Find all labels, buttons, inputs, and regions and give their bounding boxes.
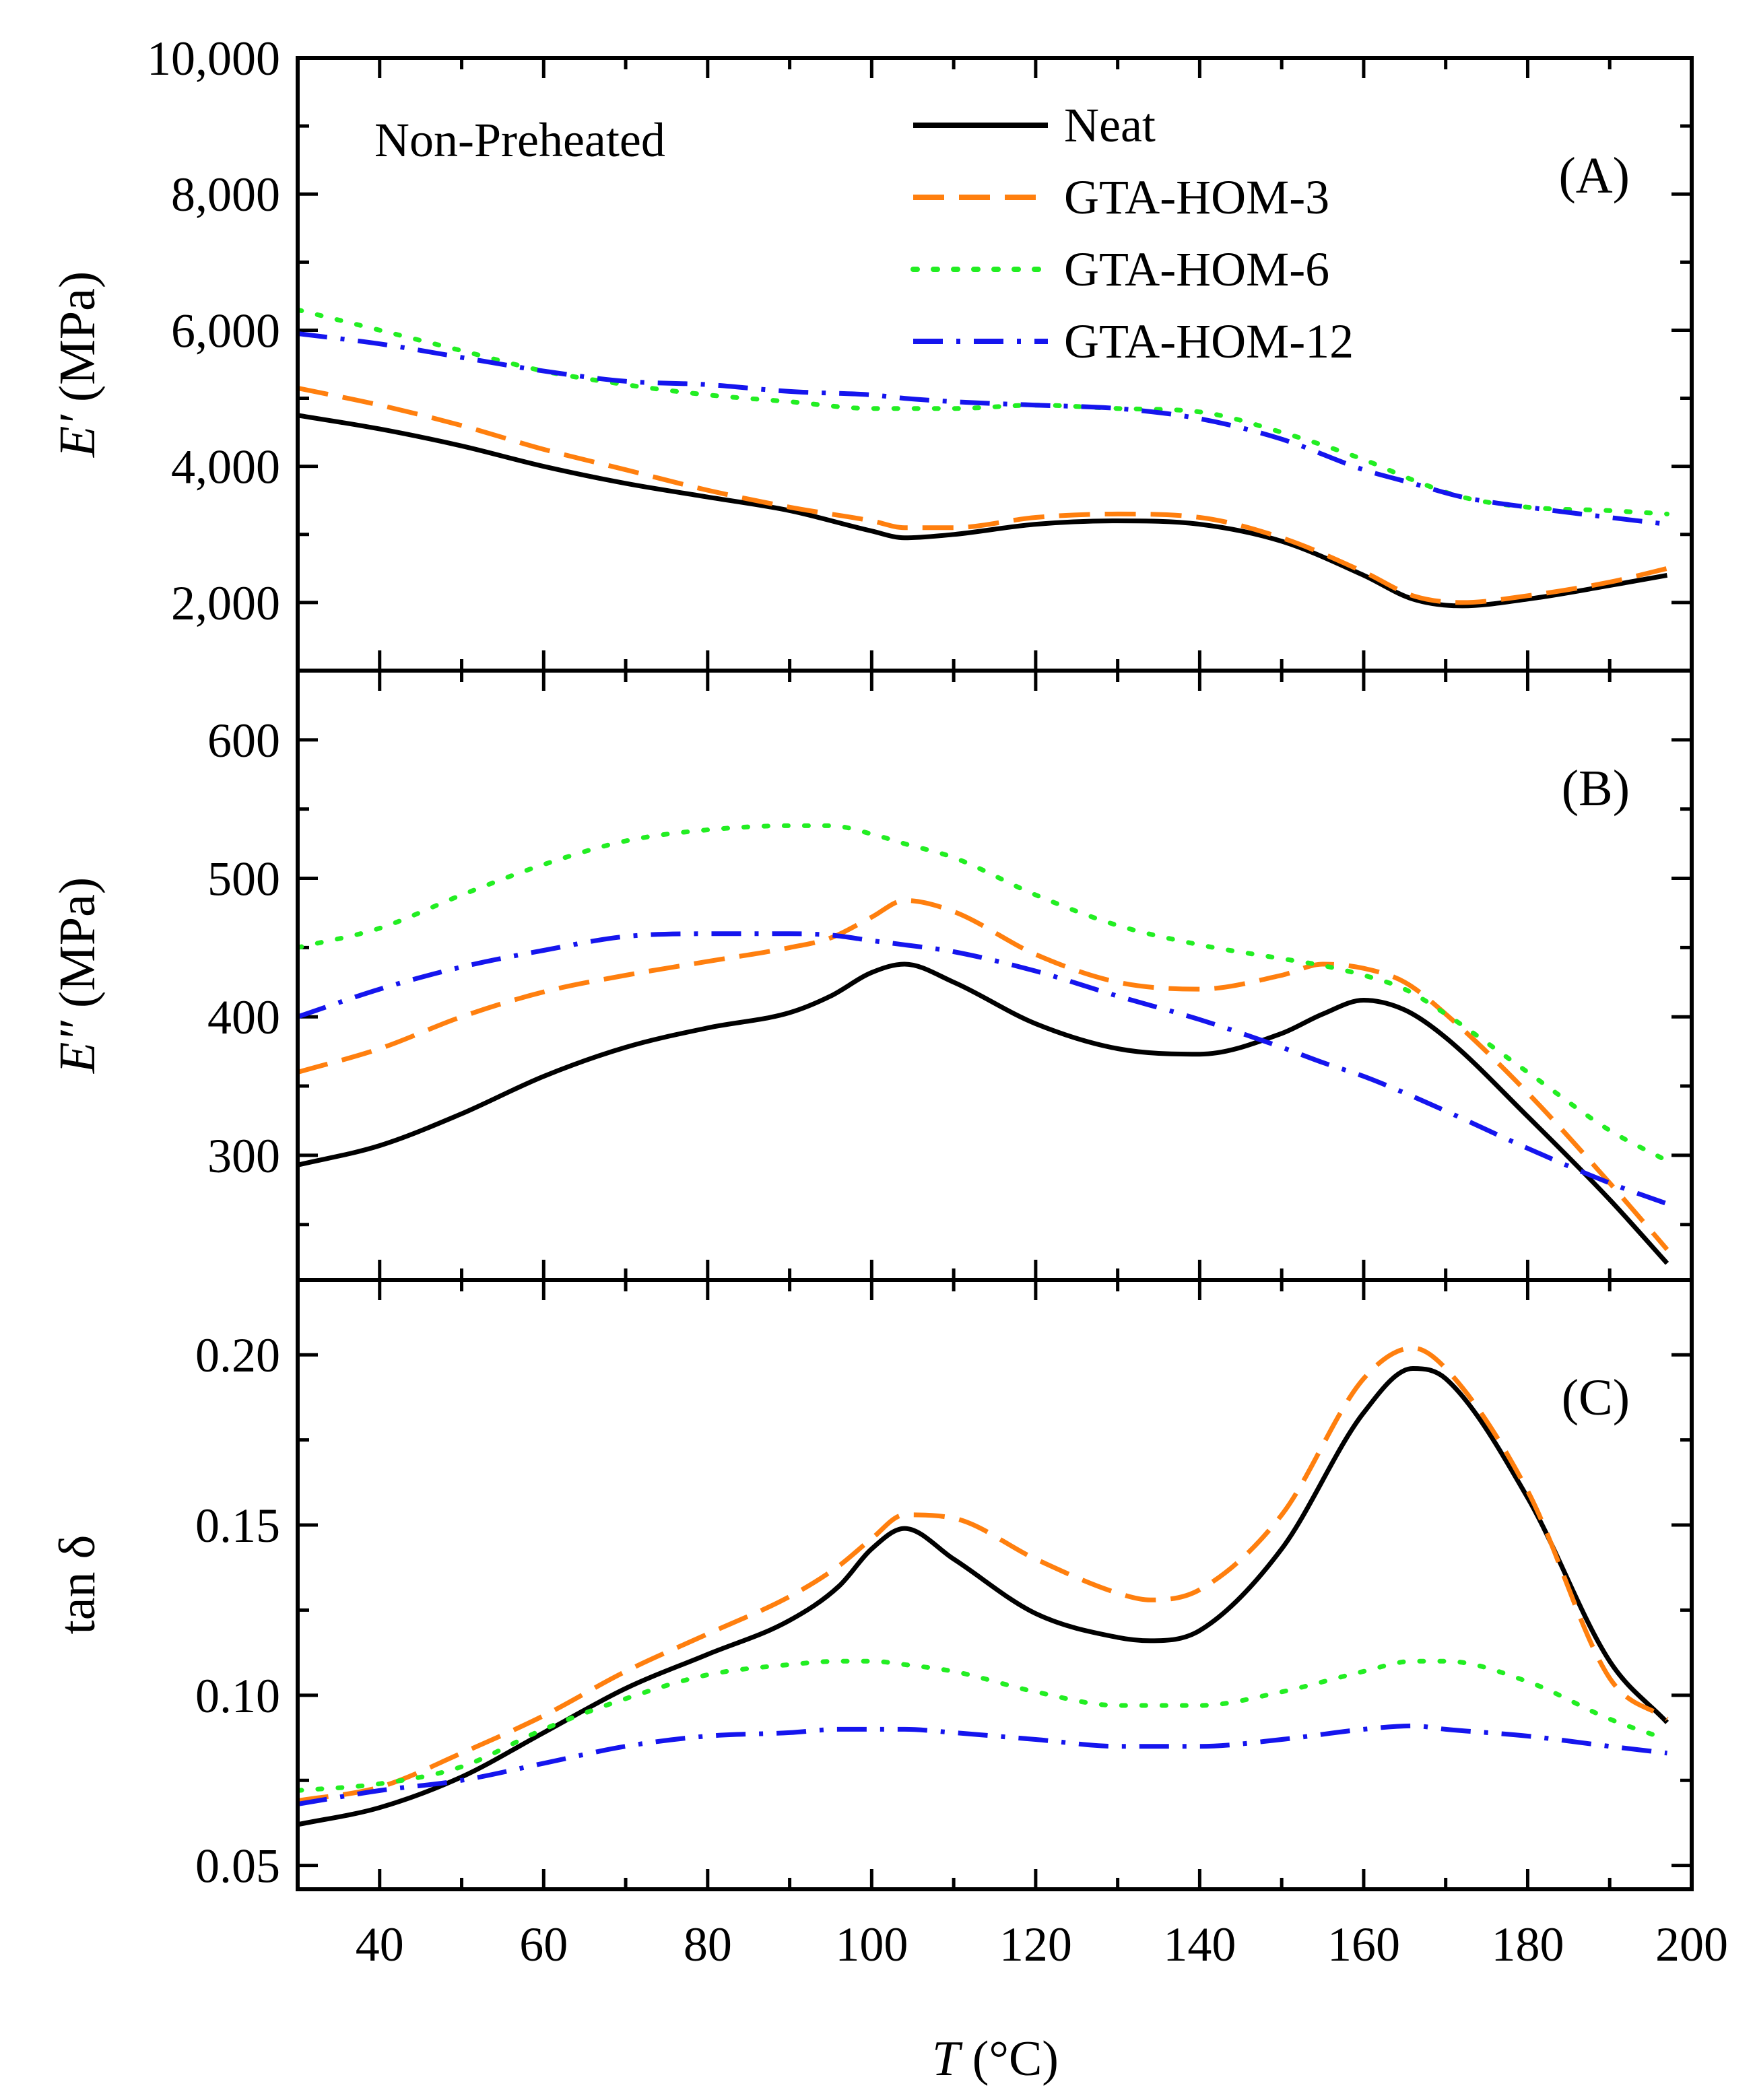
series-gta-hom-12-panel-B bbox=[298, 931, 1668, 1207]
y-tick-label-C: 0.15 bbox=[195, 1499, 280, 1553]
y-axis-title-B: E″ (MPa) bbox=[49, 877, 106, 1074]
x-tick-label: 60 bbox=[519, 1918, 568, 1971]
series-gta-hom-12-panel-C bbox=[298, 1723, 1667, 1807]
series-neat-panel-C bbox=[298, 1366, 1669, 1827]
y-tick-label-C: 0.20 bbox=[195, 1328, 280, 1382]
legend-item-gta-hom-3: GTA-HOM-3 bbox=[913, 170, 1329, 224]
legend-item-gta-hom-12: GTA-HOM-12 bbox=[913, 314, 1354, 368]
y-tick-label-B: 600 bbox=[207, 714, 280, 768]
legend: Neat GTA-HOM-3 GTA-HOM-6 GTA-HOM-12 bbox=[910, 98, 1354, 368]
y-tick-label-C: 0.10 bbox=[195, 1669, 280, 1723]
series-gta-hom-6-panel-C bbox=[298, 1658, 1669, 1793]
legend-item-neat: Neat bbox=[913, 98, 1156, 152]
legend-label-gta-hom-6: GTA-HOM-6 bbox=[1064, 242, 1329, 296]
y-axis-title-C: tan δ bbox=[49, 1535, 106, 1635]
series-group-A bbox=[298, 307, 1669, 609]
x-tick-label: 180 bbox=[1491, 1918, 1564, 1971]
x-tick-label: 80 bbox=[684, 1918, 732, 1971]
series-group-B bbox=[298, 823, 1669, 1265]
y-tick-label-A: 6,000 bbox=[171, 304, 280, 358]
x-tick-label: 120 bbox=[999, 1918, 1072, 1971]
x-axis: 40 60 80 100 120 140 160 180 200 bbox=[356, 1918, 1728, 1971]
series-gta-hom-3-panel-C bbox=[298, 1345, 1669, 1803]
series-neat-panel-A bbox=[298, 413, 1668, 609]
y-tick-label-B: 500 bbox=[207, 852, 280, 906]
x-tick-label: 160 bbox=[1327, 1918, 1400, 1971]
panel-C: 0.05 0.10 0.15 0.20 (C) tan δ bbox=[49, 1278, 1694, 1893]
series-group-C bbox=[298, 1345, 1669, 1827]
panel-A: 2,000 4,000 6,000 8,000 10,000 (A) E′ (MPa) bbox=[49, 32, 1694, 673]
y-tick-label-A: 2,000 bbox=[171, 576, 280, 630]
legend-label-gta-hom-3: GTA-HOM-3 bbox=[1064, 170, 1329, 224]
x-tick-label: 140 bbox=[1163, 1918, 1236, 1971]
panel-frame-C bbox=[296, 1278, 1694, 1891]
series-gta-hom-6-panel-B bbox=[298, 823, 1669, 1163]
x-axis-title: T (°C) bbox=[932, 2031, 1059, 2087]
panel-label-B: (B) bbox=[1562, 760, 1630, 817]
panel-label-C: (C) bbox=[1562, 1369, 1630, 1426]
panel-label-A: (A) bbox=[1558, 147, 1630, 204]
y-axis-title-A: E′ (MPa) bbox=[49, 271, 106, 458]
series-gta-hom-3-panel-A bbox=[298, 385, 1668, 605]
legend-label-neat: Neat bbox=[1064, 98, 1156, 152]
series-gta-hom-12-panel-A bbox=[298, 331, 1667, 527]
x-tick-label: 100 bbox=[835, 1918, 908, 1971]
annotation-non-preheated: Non-Preheated bbox=[374, 113, 665, 167]
x-tick-label: 40 bbox=[356, 1918, 404, 1971]
legend-label-gta-hom-12: GTA-HOM-12 bbox=[1064, 314, 1354, 368]
series-neat-panel-B bbox=[298, 961, 1669, 1265]
y-tick-label-B: 400 bbox=[207, 990, 280, 1044]
y-tick-label-C: 0.05 bbox=[195, 1839, 280, 1893]
panels-layer: 2,000 4,000 6,000 8,000 10,000 (A) E′ (MPa) 300… bbox=[49, 32, 1694, 1893]
y-tick-label-A: 4,000 bbox=[171, 440, 280, 494]
x-tick-label: 200 bbox=[1655, 1918, 1728, 1971]
legend-item-gta-hom-6: GTA-HOM-6 bbox=[910, 242, 1329, 296]
y-tick-label-A: 8,000 bbox=[171, 168, 280, 222]
y-tick-label-A: 10,000 bbox=[147, 32, 280, 86]
y-tick-label-B: 300 bbox=[207, 1129, 280, 1183]
series-gta-hom-3-panel-B bbox=[298, 897, 1669, 1252]
